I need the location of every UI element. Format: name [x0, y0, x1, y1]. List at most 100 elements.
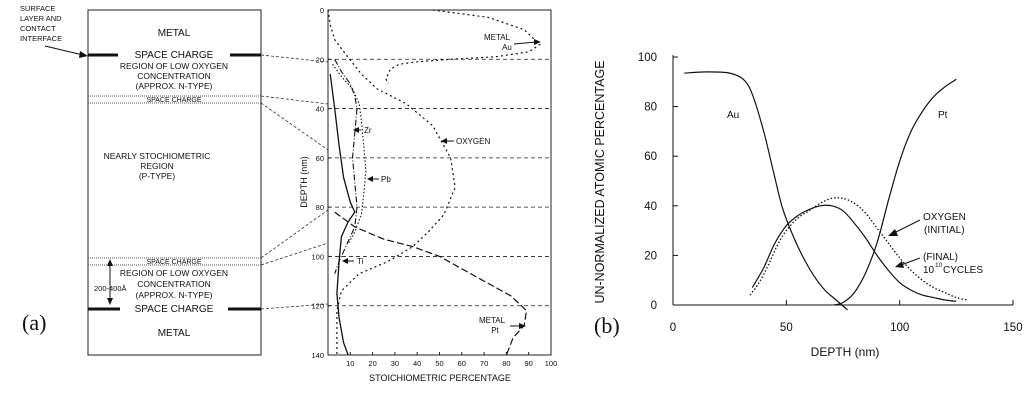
layer-space-charge-2: SPACE CHARGE — [146, 97, 201, 104]
depth-profile-xticks: 10 20 30 40 50 60 70 80 90 100 — [346, 352, 557, 368]
depth-profile-gridlines — [328, 58, 551, 307]
low-oxygen-2-line-2: CONCENTRATION — [137, 279, 211, 289]
panel-b-xtick-label: 150 — [1003, 322, 1022, 334]
panel-b-xlabel: DEPTH (nm) — [811, 345, 880, 359]
callout-arrow-line — [44, 45, 84, 56]
oxygen-final-arrowhead — [895, 261, 904, 268]
depth-profile-frame — [327, 9, 552, 356]
low-oxygen-1-line-2: CONCENTRATION — [137, 71, 211, 81]
panel-b-series-oxygen-initial — [751, 204, 957, 302]
low-oxygen-1-line-1: REGION OF LOW OXYGEN — [120, 61, 228, 71]
annotation-pb-arrowhead — [367, 176, 373, 182]
annotation-au-arrowhead — [534, 39, 541, 45]
low-oxygen-1-line-3: (APPROX. N-TYPE) — [136, 81, 213, 91]
annotation-oxygen: OXYGEN — [456, 137, 490, 146]
label-oxygen-initial-2: (INITIAL) — [924, 225, 965, 236]
annotation-pb: Pb — [381, 175, 391, 184]
panel-b-xtick-label: 0 — [670, 322, 676, 334]
layer-space-charge-4: SPACE CHARGE — [135, 304, 214, 315]
depth-xtick-label: 90 — [525, 359, 533, 368]
depth-xtick-label: 20 — [368, 359, 376, 368]
depth-xtick-label: 40 — [413, 359, 421, 368]
panel-b-xtick-label: 100 — [890, 322, 909, 334]
annotation-zr-arrowhead — [353, 127, 359, 133]
depth-profile-yticks: 0 20 40 60 80 100 120 140 — [311, 6, 331, 360]
depth-ytick-label: 0 — [320, 6, 324, 15]
layer-metal-top: METAL — [158, 28, 191, 39]
panel-b-chart: 0 20 40 60 80 100 0 50 100 150 UN-NORMALIZED ATOM… — [593, 52, 1023, 359]
depth-ytick-label: 60 — [316, 154, 324, 163]
series-line-ti — [329, 74, 356, 356]
depth-ytick-label: 120 — [311, 302, 324, 311]
oxygen-final-pointer — [900, 257, 921, 266]
panel-b-ytick-label: 80 — [644, 102, 657, 114]
panel-a-label: (a) — [22, 310, 46, 335]
panel-b-ytick-label: 40 — [644, 201, 657, 213]
layer-space-charge-3: SPACE CHARGE — [146, 259, 201, 266]
connector-lines — [260, 54, 329, 310]
panel-b-series-au — [684, 71, 848, 311]
layer-space-charge-1: SPACE CHARGE — [135, 50, 214, 61]
panel-b-ytick-label: 60 — [644, 151, 657, 163]
panel-a-schematic: SURFACE LAYER AND CONTACT INTERFACE META… — [20, 4, 329, 356]
stoichiometric-line-1: NEARLY STOCHIOMETRIC — [104, 151, 211, 161]
callout-line-1: SURFACE — [20, 4, 55, 13]
panel-b-axes: 0 20 40 60 80 100 0 50 100 150 — [638, 52, 1023, 334]
depth-profile-ylabel: DEPTH (nm) — [299, 156, 309, 208]
panel-b-label: (b) — [594, 313, 620, 338]
label-oxygen-final-exp: 10 — [935, 262, 943, 269]
depth-xtick-label: 30 — [391, 359, 399, 368]
panel-b-xtick-label: 50 — [780, 322, 793, 334]
depth-xtick-label: 80 — [502, 359, 510, 368]
depth-ytick-label: 20 — [316, 55, 324, 64]
depth-profile-chart: 0 20 40 60 80 100 120 140 10 20 30 40 50 60 70 80 90 100… — [299, 6, 557, 383]
low-oxygen-2-line-1: REGION OF LOW OXYGEN — [120, 268, 228, 278]
depth-xtick-label: 100 — [545, 359, 558, 368]
label-oxygen-initial-1: OXYGEN — [923, 212, 966, 223]
stoichiometric-line-3: (P-TYPE) — [139, 171, 176, 181]
panel-b-ytick-label: 20 — [644, 250, 657, 262]
label-oxygen-final-2: 10 — [923, 265, 935, 276]
depth-ytick-label: 100 — [311, 252, 324, 261]
thickness-arrow — [107, 259, 113, 305]
series-line-pb — [332, 63, 367, 245]
stoichiometric-line-2: REGION — [140, 161, 174, 171]
panel-b-ytick-label: 0 — [651, 300, 657, 312]
depth-xtick-label: 50 — [435, 359, 443, 368]
surface-callout: SURFACE LAYER AND CONTACT INTERFACE — [20, 4, 88, 58]
panel-b-ytick-label: 100 — [638, 52, 657, 64]
thickness-label: 200-400Å — [94, 284, 127, 293]
annotation-ti: Ti — [357, 257, 364, 266]
annotation-metal-pt-2: Pt — [491, 326, 499, 335]
depth-profile-series — [327, 9, 541, 356]
series-line-oxygen — [327, 9, 456, 355]
layer-stack-box — [87, 9, 262, 356]
annotation-metal-pt-1: METAL — [479, 316, 506, 325]
annotation-au-arrow — [513, 41, 537, 45]
depth-xtick-label: 70 — [480, 359, 488, 368]
oxygen-initial-arrowhead — [888, 229, 898, 236]
depth-ytick-label: 40 — [316, 105, 324, 114]
label-pt: Pt — [938, 110, 948, 121]
depth-ytick-label: 80 — [316, 203, 324, 212]
label-oxygen-final-3: CYCLES — [943, 265, 983, 276]
panel-b-series — [684, 71, 968, 311]
callout-line-3: CONTACT — [20, 24, 56, 33]
series-line-zr — [334, 59, 358, 274]
depth-ytick-label: 140 — [311, 351, 324, 360]
annotation-metal-au-1: METAL — [484, 33, 511, 42]
annotation-zr: Zr — [364, 126, 372, 135]
depth-profile-xlabel: STOICHIOMETRIC PERCENTAGE — [369, 373, 511, 383]
annotation-ti-arrowhead — [342, 258, 348, 264]
panel-b-ylabel-line-1: UN-NORMALIZED ATOMIC PERCENTAGE — [593, 60, 607, 303]
callout-arrowhead — [79, 51, 88, 58]
depth-xtick-label: 10 — [346, 359, 354, 368]
low-oxygen-2-line-3: (APPROX. N-TYPE) — [136, 290, 213, 300]
callout-line-2: LAYER AND — [20, 14, 62, 23]
series-line-au — [385, 9, 541, 85]
layer-metal-bottom: METAL — [158, 328, 191, 339]
annotation-pt-arrowhead — [519, 323, 526, 329]
panel-b-series-pt — [833, 78, 957, 306]
label-oxygen-final-1: (FINAL) — [923, 252, 958, 263]
